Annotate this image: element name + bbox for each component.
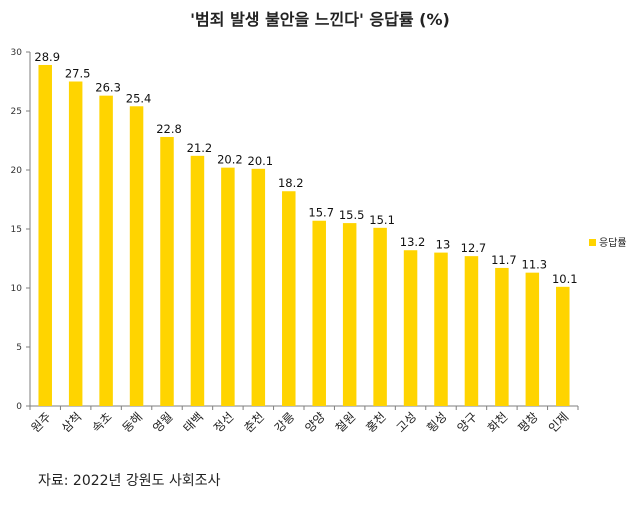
- data-label: 13.2: [400, 235, 426, 249]
- y-tick-label: 25: [11, 107, 22, 117]
- x-tick-label: 인제: [546, 410, 572, 436]
- x-tick-label: 춘천: [241, 409, 267, 435]
- x-tick-label: 화천: [484, 409, 510, 435]
- data-label: 10.1: [552, 272, 578, 286]
- data-labels: 28.9 27.5 26.3 25.4 22.8 21.2 20.2 20.1 18.2 15.7…: [34, 50, 577, 286]
- legend-label: 응답률: [599, 237, 627, 249]
- x-tick-label: 삼척: [59, 410, 85, 436]
- axes: 0 5 10 15 20 25 30: [11, 48, 579, 412]
- data-label: 15.7: [308, 206, 334, 220]
- source-note: 자료: 2022년 강원도 사회조사: [38, 473, 221, 489]
- y-tick-label: 10: [11, 284, 23, 294]
- data-label: 11.3: [522, 258, 548, 272]
- x-tick-label: 고성: [394, 410, 420, 436]
- bar: [68, 81, 83, 406]
- bar: [434, 252, 448, 406]
- bar: [464, 256, 479, 406]
- data-label: 13: [436, 238, 451, 252]
- bar: [160, 136, 174, 406]
- data-label: 22.8: [156, 122, 182, 136]
- data-label: 25.4: [126, 91, 152, 105]
- bar: [38, 64, 52, 406]
- x-tick-label: 원주: [28, 410, 54, 436]
- data-label: 27.5: [65, 67, 91, 81]
- bar: [373, 227, 387, 406]
- bar: [282, 191, 296, 406]
- bar: [495, 267, 509, 406]
- x-tick-label: 횡성: [424, 410, 450, 436]
- data-label: 20.2: [217, 153, 243, 167]
- data-label: 18.2: [278, 176, 304, 190]
- x-tick-label: 정선: [211, 410, 237, 436]
- data-label: 21.2: [187, 141, 213, 155]
- bar: [342, 223, 357, 406]
- x-tick-label: 철원: [333, 410, 359, 436]
- x-tick-label: 속초: [89, 410, 115, 436]
- x-tick-label: 양양: [302, 410, 328, 436]
- bar: [129, 106, 144, 406]
- y-tick-label: 15: [11, 225, 22, 235]
- legend: 응답률: [589, 237, 627, 249]
- data-label: 11.7: [491, 253, 517, 267]
- x-tick-label: 홍천: [362, 409, 388, 435]
- data-label: 26.3: [95, 81, 121, 95]
- bar: [190, 155, 205, 406]
- bar: [251, 168, 266, 406]
- x-tick-label: 양구: [455, 410, 481, 436]
- x-tick-label: 평창: [515, 410, 541, 436]
- x-tick-label: 영월: [150, 410, 176, 436]
- chart-title: '범죄 발생 불안을 느낀다' 응답률 (%): [190, 10, 450, 29]
- data-label: 28.9: [34, 50, 60, 64]
- y-tick-label: 5: [16, 343, 22, 353]
- y-tick-label: 30: [11, 48, 23, 58]
- bars: [38, 64, 570, 406]
- bar: [221, 167, 235, 406]
- y-tick-label: 20: [11, 166, 23, 176]
- x-tick-labels: 원주 삼척 속초 동해 영월 태백 정선 춘천 강릉 양양 철원 홍천 고성 횡성 양구 화천 평창 인제: [28, 409, 571, 435]
- bar: [99, 95, 113, 406]
- legend-swatch: [589, 239, 596, 246]
- data-label: 15.5: [339, 208, 365, 222]
- data-label: 20.1: [248, 154, 274, 168]
- bar: [556, 286, 570, 406]
- data-label: 12.7: [461, 241, 487, 255]
- x-tick-label: 태백: [181, 410, 207, 436]
- bar: [403, 250, 418, 406]
- data-label: 15.1: [369, 213, 395, 227]
- y-tick-label: 0: [16, 402, 22, 412]
- bar: [312, 220, 326, 406]
- x-tick-label: 동해: [120, 410, 146, 436]
- x-tick-label: 강릉: [272, 410, 298, 436]
- bar: [525, 272, 540, 406]
